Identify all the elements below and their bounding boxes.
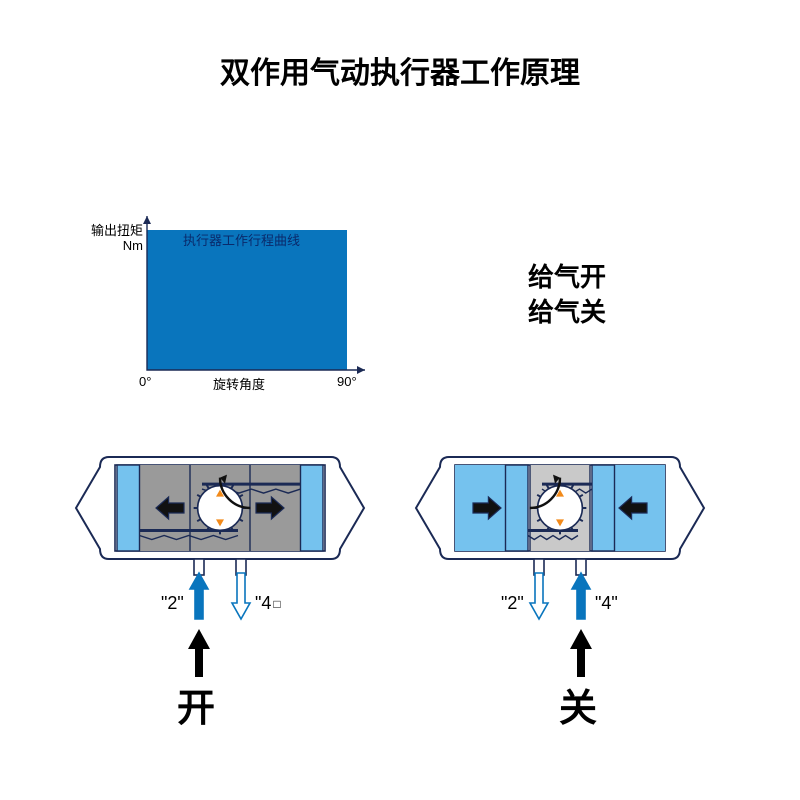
chart-xtick-0: 0°: [139, 374, 151, 389]
chart-curve-label: 执行器工作行程曲线: [183, 230, 300, 249]
page-title: 双作用气动执行器工作原理: [0, 48, 800, 92]
state-label-close: 关: [559, 677, 597, 732]
port-4-label: "4□: [255, 593, 281, 614]
port-2-label: "2": [161, 593, 184, 614]
chart-x-label: 旋转角度: [213, 374, 265, 393]
port-2-label: "2": [501, 593, 524, 614]
chart-xtick-1: 90°: [337, 374, 357, 389]
mode-text: 给气开给气关: [528, 260, 606, 330]
actuator-open: "2" "4□ 开: [70, 445, 370, 765]
chart-y-label: 输出扭矩Nm: [85, 224, 143, 254]
actuator-close: "2" "4" 关: [410, 445, 710, 765]
port-4-label: "4": [595, 593, 618, 614]
torque-chart: 输出扭矩Nm执行器工作行程曲线0°90°旋转角度: [95, 200, 365, 390]
state-label-open: 开: [177, 677, 215, 732]
